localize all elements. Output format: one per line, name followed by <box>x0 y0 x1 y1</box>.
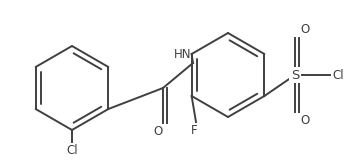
Text: F: F <box>191 124 197 137</box>
Text: Cl: Cl <box>332 68 344 81</box>
Text: O: O <box>153 125 162 138</box>
Text: O: O <box>300 114 309 127</box>
Text: S: S <box>291 68 299 81</box>
Text: HN: HN <box>173 48 191 61</box>
Text: Cl: Cl <box>66 144 78 157</box>
Text: O: O <box>300 23 309 36</box>
